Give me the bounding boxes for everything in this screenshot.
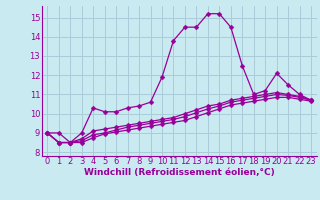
X-axis label: Windchill (Refroidissement éolien,°C): Windchill (Refroidissement éolien,°C) bbox=[84, 168, 275, 177]
